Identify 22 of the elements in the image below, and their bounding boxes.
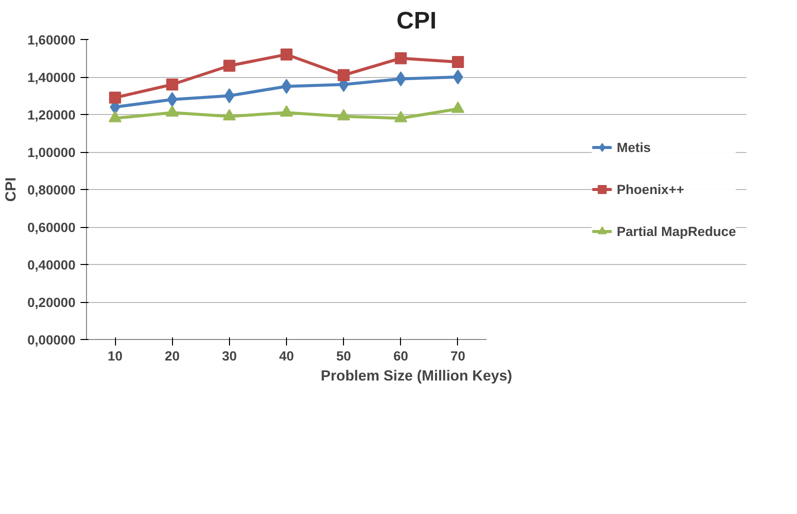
y-tick-label: 1,40000 (27, 70, 76, 85)
x-tick-label: 30 (222, 348, 237, 364)
y-tick-label: 0,20000 (27, 295, 76, 310)
x-tick-label: 50 (336, 348, 352, 364)
legend-label: Phoenix++ (616, 182, 684, 196)
x-tick-label: 40 (279, 348, 294, 364)
chart-title: CPI (396, 8, 437, 34)
y-tick-label: 0,00000 (27, 332, 76, 348)
y-tick-label: 1,20000 (27, 108, 76, 122)
x-tick-label: 60 (393, 348, 408, 364)
x-tick-label: 20 (164, 348, 180, 364)
x-tick-label: 70 (450, 348, 466, 364)
y-tick-label: 0,40000 (27, 258, 76, 272)
legend-label: Partial MapReduce (616, 224, 736, 238)
y-tick-label: 0,80000 (27, 182, 76, 198)
y-tick-label: 1,60000 (27, 32, 76, 48)
y-tick-label: 0,60000 (27, 220, 76, 235)
x-tick-label: 10 (108, 348, 122, 364)
y-axis-title: CPI (3, 177, 20, 202)
x-axis-title: Problem Size (Million Keys) (320, 368, 512, 384)
legend-label: Metis (616, 140, 651, 154)
y-tick-label: 1,00000 (27, 145, 76, 160)
